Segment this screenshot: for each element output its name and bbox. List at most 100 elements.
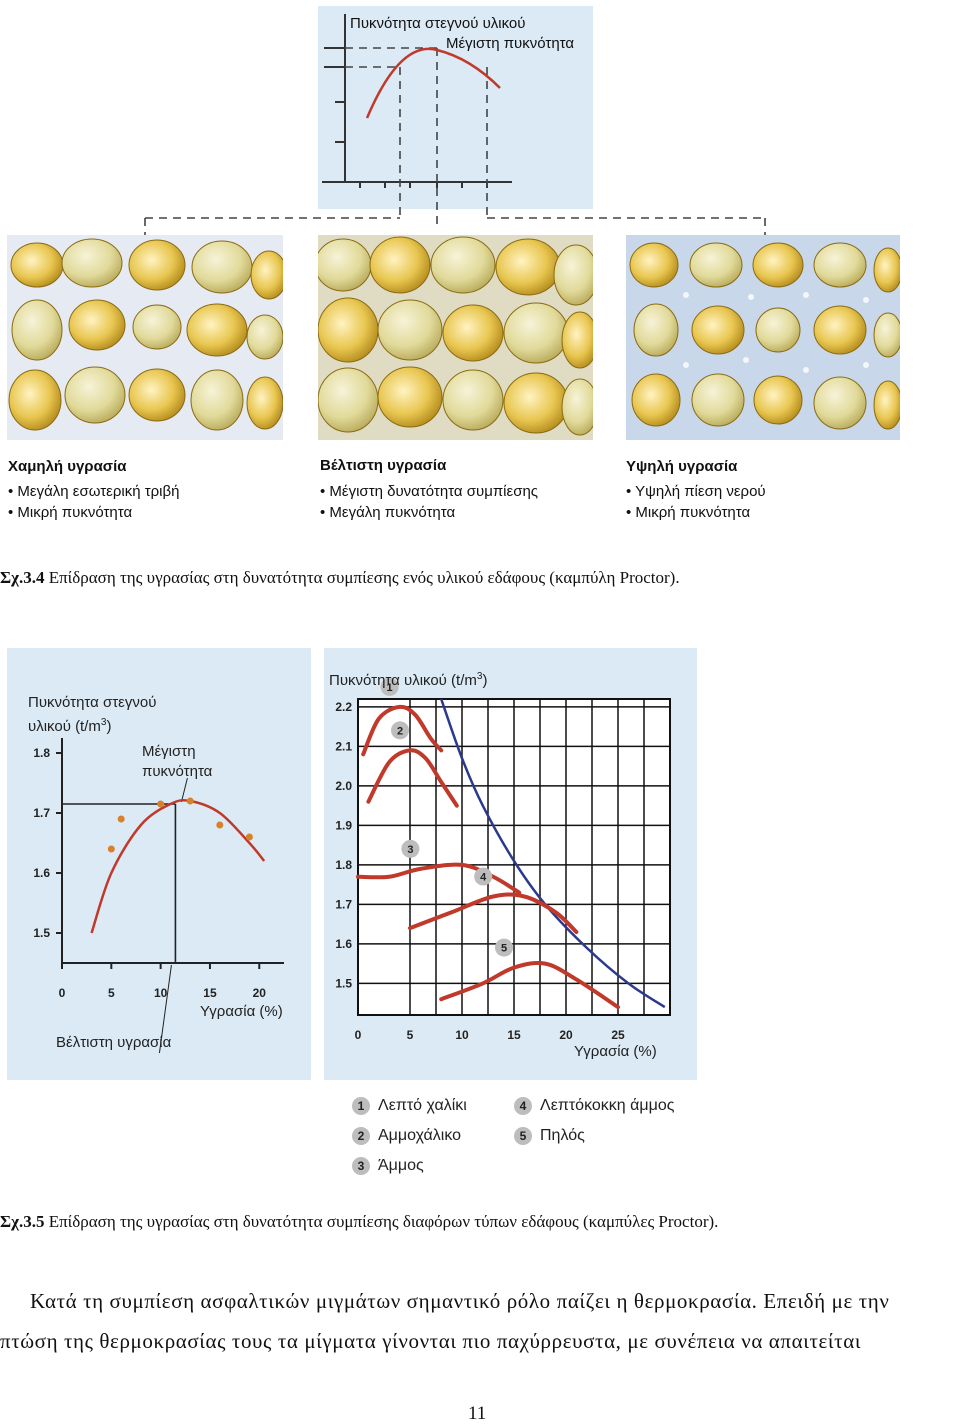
right-y-title-text: Πυκνότητα υλικού (t/m (329, 672, 477, 689)
legend-label: Άμμος (378, 1157, 424, 1174)
body-line-2: πτώση της θερμοκρασίας τους τα μίγματα γ… (0, 1329, 862, 1353)
panel-bullet: Μεγάλη εσωτερική τριβή (8, 481, 179, 502)
series-curve-3 (356, 862, 522, 895)
particle-panel-high (626, 235, 900, 440)
data-point (157, 800, 165, 808)
series-curve-4 (408, 892, 579, 935)
legend-item: 2 Αμμοχάλικο (352, 1126, 467, 1146)
panel-bullet: Υψηλή πίεση νερού (626, 481, 765, 502)
left-peak-annotation: Μέγιστη πυκνότητα (142, 742, 212, 782)
series-curve-2 (366, 748, 459, 808)
legend-number: 4 (514, 1097, 532, 1115)
y-tick-label: 1.6 (335, 937, 352, 951)
fig35-caption: Σχ.3.5 Επίδραση της υγρασίας στη δυνατότ… (0, 1212, 718, 1232)
data-point (107, 845, 115, 853)
fig35-legend-col1: 1 Λεπτό χαλίκι 2 Αμμοχάλικο 3 Άμμος (352, 1096, 467, 1176)
legend-label: Λεπτόκοκκη άμμος (540, 1097, 675, 1114)
x-tick-label: 0 (59, 986, 66, 1000)
data-point (117, 815, 125, 823)
y-tick-label: 2.1 (335, 739, 352, 753)
series-marker-label: 2 (397, 725, 403, 737)
legend-number: 5 (514, 1127, 532, 1145)
fig34-caption-num: Σχ.3.4 (0, 568, 45, 587)
proctor-curve (90, 798, 266, 934)
right-y-title-end: ) (482, 672, 488, 689)
legend-number: 3 (352, 1157, 370, 1175)
x-tick-label: 10 (154, 986, 168, 1000)
legend-label: Λεπτό χαλίκι (378, 1097, 467, 1114)
legend-item: 3 Άμμος (352, 1156, 467, 1176)
x-tick-label: 20 (559, 1028, 573, 1042)
data-point (245, 833, 253, 841)
x-tick-label: 10 (455, 1028, 469, 1042)
right-y-title: Πυκνότητα υλικού (t/m3) (329, 671, 487, 689)
fig34-top-chart (144, 14, 766, 236)
fig35-caption-text: Επίδραση της υγρασίας στη δυνατότητα συμ… (44, 1212, 719, 1231)
left-y-title-end: ) (106, 718, 112, 735)
panel-bullet: Μέγιστη δυνατότητα συμπίεσης (320, 481, 538, 502)
panel-title: Βέλτιστη υγρασία (320, 457, 447, 474)
fig35-right-chart: 0 5 10 15 20 25 2.2 2.1 2.0 1.9 1.8 1.7 1.6 1.5 1 2 3 4 5 (335, 677, 671, 1042)
panel-title: Χαμηλή υγρασία (8, 458, 127, 475)
left-peak-line2: πυκνότητα (142, 763, 213, 780)
x-tick-label: 5 (108, 986, 115, 1000)
legend-label: Πηλός (540, 1127, 585, 1144)
y-tick-label: 2.2 (335, 700, 352, 714)
left-y-title-line2: υλικού (t/m3) (28, 713, 156, 737)
fig34-top-chart-bg (318, 6, 593, 209)
left-x-title: Υγρασία (%) (200, 1003, 283, 1020)
series-marker-label: 5 (501, 943, 507, 955)
x-tick-label: 15 (507, 1028, 521, 1042)
right-x-title: Υγρασία (%) (574, 1043, 657, 1060)
fig35-left-bg (7, 648, 311, 1080)
particle-panel-low (7, 235, 283, 440)
fig34-caption: Σχ.3.4 Επίδραση της υγρασίας στη δυνατότ… (0, 568, 680, 588)
zero-air-voids-curve (440, 698, 666, 1009)
y-tick-label: 2.0 (335, 779, 352, 793)
data-point (216, 821, 224, 829)
body-line-1: Κατά τη συμπίεση ασφαλτικών μιγμάτων σημ… (30, 1289, 890, 1313)
left-y-title-sup: 3 (100, 717, 107, 728)
panel-bullet: Μικρή πυκνότητα (8, 502, 179, 523)
fig35-caption-num: Σχ.3.5 (0, 1212, 45, 1231)
y-tick-label: 1.7 (335, 897, 352, 911)
x-tick-label: 25 (611, 1028, 625, 1042)
left-optimum-annotation: Βέλτιστη υγρασία (56, 1034, 172, 1051)
panel-text-high: Υψηλή υγρασία Υψηλή πίεση νερού Μικρή πυ… (626, 458, 766, 523)
series-curve-5 (439, 960, 620, 1010)
series-marker-1 (380, 677, 399, 696)
legend-number: 2 (352, 1127, 370, 1145)
x-tick-label: 0 (355, 1028, 362, 1042)
panel-bullet: Μικρή πυκνότητα (626, 502, 766, 523)
right-y-title-sup: 3 (476, 671, 483, 682)
series-marker-5 (495, 938, 513, 957)
fig35-left-chart: 0 5 10 15 20 1.8 1.7 1.6 1.5 (33, 738, 284, 1054)
page-number: 11 (468, 1403, 487, 1424)
y-tick-label: 1.6 (33, 866, 50, 880)
data-point (186, 797, 194, 805)
left-y-title-line1: Πυκνότητα στεγνού (28, 694, 157, 711)
fig34-caption-text: Επίδραση της υγρασίας στη δυνατότητα συμ… (44, 568, 680, 587)
series-marker-label: 4 (480, 872, 487, 884)
fig34-y-label: Πυκνότητα στεγνού υλικού (350, 15, 526, 32)
legend-item: 5 Πηλός (514, 1126, 674, 1146)
optimum-pointer (158, 964, 172, 1054)
series-curve-1 (361, 704, 444, 757)
series-marker-4 (474, 867, 493, 886)
series-marker-3 (401, 839, 420, 858)
x-tick-label: 20 (253, 986, 267, 1000)
y-tick-label: 1.8 (33, 746, 50, 760)
y-tick-label: 1.5 (33, 926, 50, 940)
x-tick-label: 15 (203, 986, 217, 1000)
panel-text-low: Χαμηλή υγρασία Μεγάλη εσωτερική τριβή Μι… (8, 458, 179, 523)
peak-pointer (180, 777, 188, 803)
panel-text-optimum: Βέλτιστη υγρασία Μέγιστη δυνατότητα συμπ… (320, 457, 538, 523)
panel-title: Υψηλή υγρασία (626, 458, 738, 475)
left-peak-line1: Μέγιστη (142, 743, 196, 760)
legend-label: Αμμοχάλικο (378, 1127, 462, 1144)
left-y-title: Πυκνότητα στεγνού υλικού (t/m3) (28, 693, 156, 737)
legend-number: 1 (352, 1097, 370, 1115)
y-tick-label: 1.9 (335, 818, 352, 832)
series-marker-2 (391, 721, 409, 740)
particle-panel-optimum (318, 235, 593, 440)
